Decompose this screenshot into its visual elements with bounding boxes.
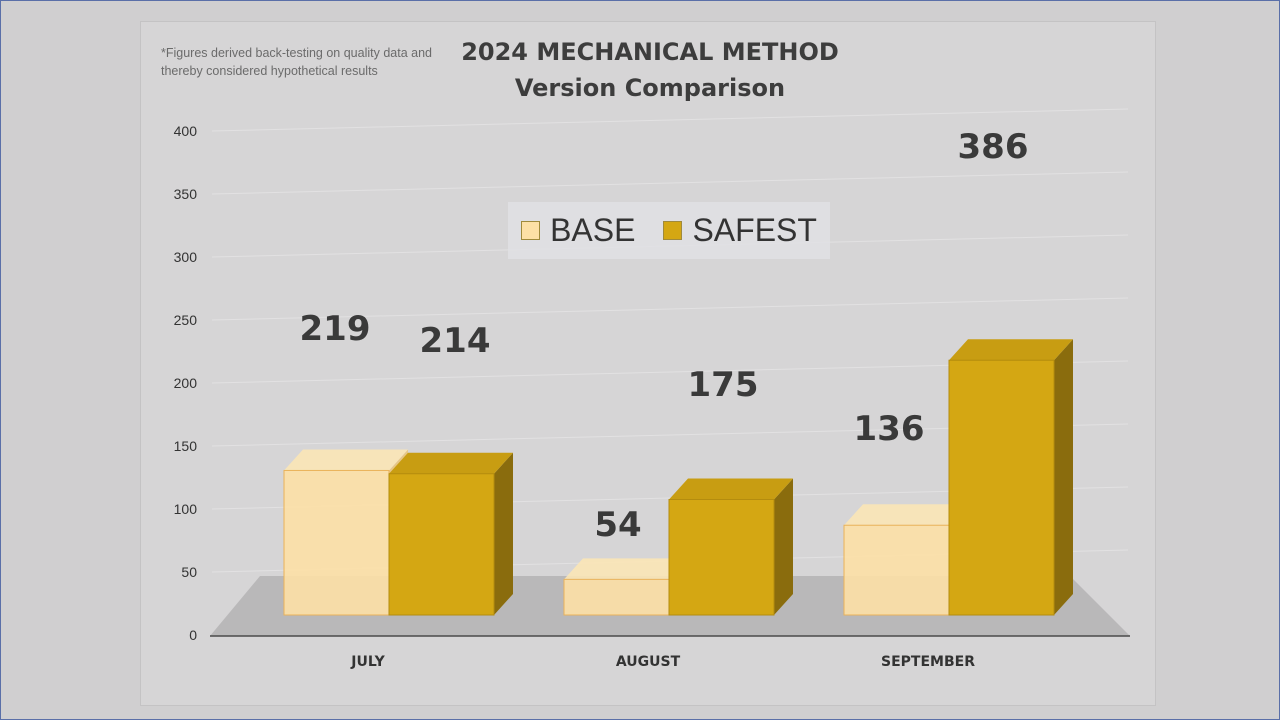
- x-tick-label: JULY: [350, 654, 385, 670]
- legend-item-base: BASE: [521, 212, 635, 249]
- y-tick-label: 50: [181, 564, 197, 580]
- legend-item-safest: SAFEST: [663, 212, 817, 249]
- y-tick-label: 300: [174, 249, 198, 265]
- y-tick-label: 0: [189, 627, 197, 643]
- bar-top-base: [564, 558, 688, 580]
- y-tick-label: 250: [174, 312, 198, 328]
- legend-swatch-safest: [663, 221, 683, 240]
- bar-safest: [668, 499, 775, 616]
- legend-label-base: BASE: [550, 212, 636, 248]
- data-label-base: 219: [300, 309, 371, 349]
- data-label-base: 136: [854, 409, 925, 449]
- y-tick-label: 200: [174, 375, 198, 391]
- bar-top-safest: [669, 478, 793, 500]
- bar-top-safest: [949, 339, 1073, 361]
- legend-label-safest: SAFEST: [692, 212, 817, 248]
- bar-side-safest: [774, 478, 793, 615]
- x-tick-label: SEPTEMBER: [881, 654, 975, 670]
- chart-title: 2024 MECHANICAL METHOD Version Compariso…: [400, 34, 900, 106]
- bar-top-base: [284, 449, 408, 471]
- title-line-1: 2024 MECHANICAL METHOD: [461, 38, 839, 66]
- bar-top-safest: [389, 452, 513, 474]
- y-tick-label: 400: [174, 123, 198, 139]
- title-line-2: Version Comparison: [514, 74, 786, 102]
- data-label-safest: 214: [420, 321, 491, 361]
- gridline: [211, 297, 1129, 321]
- data-label-safest: 386: [958, 127, 1029, 167]
- bar-side-safest: [494, 452, 513, 615]
- chart-legend: BASE SAFEST: [508, 202, 830, 259]
- bar-top-base: [844, 504, 968, 526]
- x-tick-label: AUGUST: [616, 654, 681, 670]
- bar-base: [563, 578, 670, 616]
- data-label-safest: 175: [688, 365, 759, 405]
- bar-base: [283, 469, 390, 616]
- legend-swatch-base: [521, 221, 541, 240]
- footnote: *Figures derived back-testing on quality…: [161, 46, 432, 78]
- bar-side-safest: [1054, 339, 1073, 615]
- gridline: [211, 108, 1129, 132]
- y-tick-label: 350: [174, 186, 198, 202]
- gridline: [211, 171, 1129, 195]
- data-label-base: 54: [594, 505, 641, 545]
- y-tick-label: 150: [174, 438, 198, 454]
- y-tick-label: 100: [174, 501, 198, 517]
- bar-safest: [948, 359, 1055, 616]
- bar-safest: [388, 473, 495, 616]
- bar-base: [843, 524, 950, 616]
